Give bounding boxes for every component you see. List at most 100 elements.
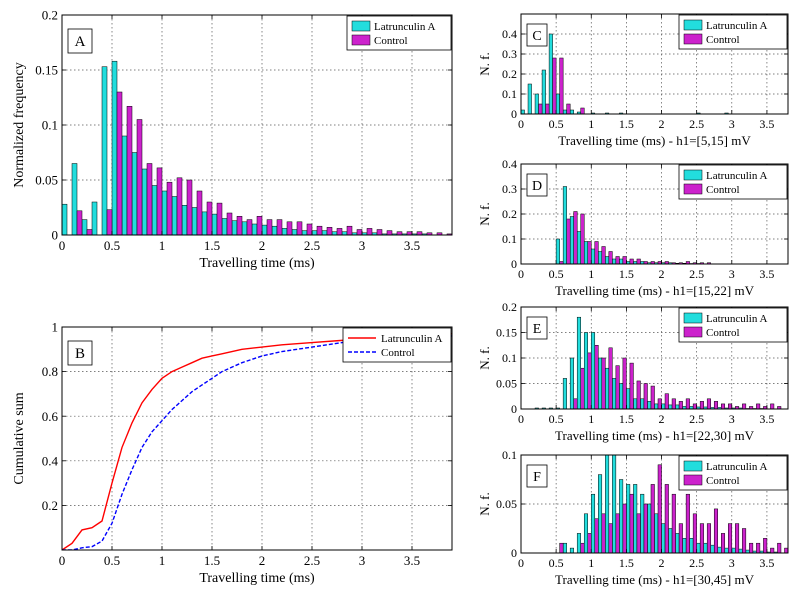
legend: Latrunculin A Control	[678, 164, 788, 200]
bar-latrunculin	[583, 241, 588, 264]
y-tick-label: 0.1	[502, 87, 517, 101]
bar-latrunculin	[591, 332, 596, 409]
legend-label: Control	[706, 34, 740, 46]
bar-control	[594, 518, 599, 553]
bar-control	[735, 406, 740, 409]
bar-latrunculin	[591, 248, 596, 264]
panel-label-box	[526, 23, 548, 47]
bar-latrunculin	[111, 60, 118, 235]
bar-latrunculin	[541, 69, 546, 114]
bar-control	[276, 219, 283, 235]
bar-latrunculin	[633, 484, 638, 553]
x-tick-label: 0.5	[104, 553, 120, 568]
bar-latrunculin	[731, 547, 736, 553]
x-tick-label: 1.5	[204, 553, 220, 568]
bar-control	[636, 513, 641, 553]
x-tick-label: 2.5	[304, 238, 320, 253]
bar-latrunculin	[555, 238, 560, 264]
bar-latrunculin	[703, 542, 708, 553]
x-tick-label: 3	[359, 238, 366, 253]
bar-latrunculin	[647, 401, 652, 409]
legend-label: Latrunculin A	[381, 333, 442, 345]
y-tick-label: 0.05	[35, 173, 58, 188]
bar-control	[678, 262, 683, 264]
y-axis-label: N. f.	[477, 492, 492, 515]
panel-D: 0 0.5 1 1.5 2 2.5 3 3.5 0 0.1 0.2 0.3 0.4 Travelling …	[477, 157, 789, 298]
axes-frame	[520, 13, 789, 115]
y-tick-label: 0.15	[35, 63, 58, 78]
x-tick-label: 3.5	[759, 412, 774, 426]
legend-label: Control	[374, 35, 408, 47]
bar-latrunculin	[161, 190, 168, 235]
bar-control	[664, 484, 669, 553]
x-tick-label: 1	[588, 267, 594, 281]
bar-control	[685, 493, 690, 553]
bar-control	[756, 403, 761, 409]
bar-latrunculin	[654, 513, 659, 553]
bar-control	[742, 403, 747, 409]
legend-swatch	[351, 20, 371, 32]
y-axis-label: N. f.	[477, 202, 492, 225]
legend-label: Latrunculin A	[706, 461, 767, 473]
bar-control	[426, 232, 433, 235]
bar-latrunculin	[521, 109, 525, 114]
bar-control	[545, 103, 550, 114]
x-tick-label: 3.5	[759, 117, 774, 131]
bar-latrunculin	[534, 407, 539, 409]
bar-latrunculin	[612, 258, 617, 264]
legend-label: Control	[381, 347, 415, 359]
bar-control	[126, 106, 133, 235]
bar-latrunculin	[291, 229, 298, 235]
legend-label: Latrunculin A	[706, 20, 767, 32]
axes-frame	[61, 326, 453, 551]
bar-latrunculin	[541, 407, 546, 409]
panel-E: 0 0.5 1 1.5 2 2.5 3 3.5 0 0.05 0.1 0.15 0.2 Travellin…	[477, 300, 789, 443]
bar-latrunculin	[101, 66, 108, 235]
bar-control	[226, 212, 233, 235]
x-tick-label: 3	[729, 267, 735, 281]
y-tick-label: 0.3	[502, 182, 517, 196]
bar-latrunculin	[682, 538, 687, 553]
bar-control	[216, 202, 223, 235]
bar-control	[650, 385, 655, 409]
bar-control	[580, 213, 585, 264]
bar-control	[671, 262, 676, 264]
bar-latrunculin	[181, 205, 188, 235]
plot-marks	[555, 186, 711, 264]
x-tick-label: 3	[359, 553, 366, 568]
legend-label: Control	[706, 327, 740, 339]
y-tick-label: 0.6	[42, 409, 59, 424]
bar-latrunculin	[281, 228, 288, 235]
plot-marks	[62, 60, 452, 235]
bar-latrunculin	[231, 220, 238, 235]
legend-swatch	[683, 19, 703, 31]
bar-control	[699, 401, 704, 409]
bar-control	[685, 261, 690, 264]
x-axis-label: Travelling time (ms)	[199, 256, 315, 271]
bar-control	[622, 256, 627, 264]
bar-latrunculin	[141, 168, 148, 235]
x-axis-label: Travelling time (ms) - h1=[22,30] mV	[555, 428, 755, 443]
x-tick-label: 0.5	[549, 556, 564, 570]
bar-control	[356, 229, 363, 235]
bar-control	[706, 523, 711, 553]
bar-latrunculin	[675, 533, 680, 553]
y-tick-label: 0.8	[42, 364, 58, 379]
bar-control	[671, 493, 676, 553]
bar-latrunculin	[527, 83, 532, 114]
bar-control	[246, 219, 253, 235]
x-tick-label: 2	[259, 238, 266, 253]
legend-swatch	[683, 474, 703, 486]
bar-control	[664, 261, 669, 264]
legend: Latrunculin A Control	[342, 327, 452, 363]
plot-area	[62, 327, 452, 550]
bar-control	[594, 241, 599, 264]
y-tick-label: 0.05	[496, 497, 517, 511]
bar-latrunculin	[562, 378, 567, 409]
bar-control	[763, 538, 768, 553]
bar-control	[146, 163, 153, 235]
bar-latrunculin	[211, 213, 218, 235]
bar-control	[580, 107, 585, 114]
y-tick-label: 0	[52, 228, 59, 243]
bar-latrunculin	[221, 218, 228, 235]
